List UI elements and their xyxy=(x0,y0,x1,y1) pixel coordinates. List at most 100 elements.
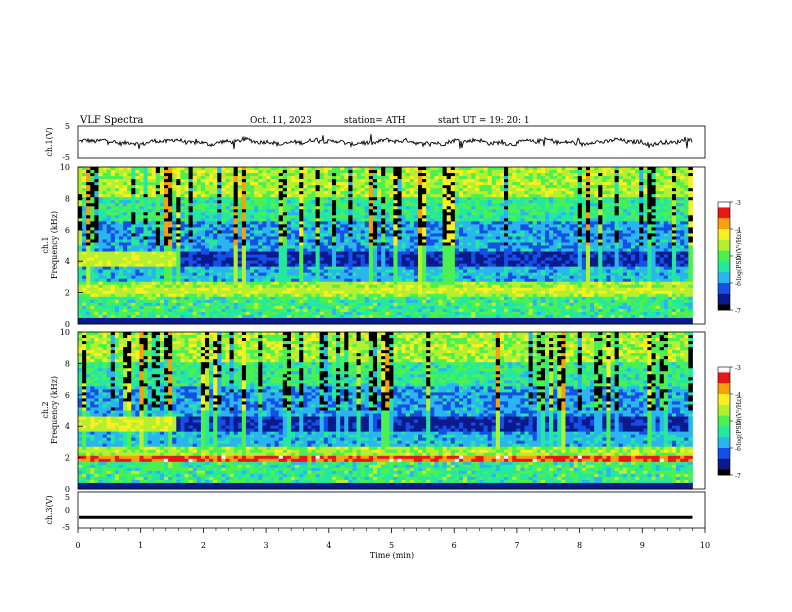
spectrogram-cell xyxy=(237,203,243,207)
spectrogram-cell xyxy=(278,188,284,192)
spectrogram-cell xyxy=(123,296,128,301)
spectrogram-cell xyxy=(450,170,456,174)
spectrogram-cell xyxy=(422,296,427,301)
spectrogram-cell xyxy=(200,212,206,216)
spectrogram-cell xyxy=(233,248,239,252)
spectrogram-cell xyxy=(114,311,120,316)
spectrogram-cell xyxy=(78,293,83,298)
spectrogram-cell xyxy=(159,254,165,258)
spectrogram-cell xyxy=(151,242,157,246)
spectrogram-cell xyxy=(139,227,144,231)
spectrogram-cell xyxy=(442,236,448,240)
spectrogram-cell xyxy=(98,209,103,213)
spectrogram-cell xyxy=(426,182,431,186)
spectrogram-cell xyxy=(446,263,452,268)
spectrogram-cell xyxy=(315,266,321,271)
spectrogram-cell xyxy=(327,308,333,313)
spectrogram-cell xyxy=(291,167,296,171)
spectrogram-cell xyxy=(315,230,321,234)
spectrogram-cell xyxy=(430,230,435,234)
spectrogram-cell xyxy=(356,197,362,201)
spectrogram-cell xyxy=(106,290,112,295)
spectrogram-cell xyxy=(159,197,165,201)
spectrogram-cell xyxy=(127,281,132,286)
spectrogram-cell xyxy=(151,296,157,301)
spectrogram-cell xyxy=(164,230,169,234)
spectrogram-cell xyxy=(258,305,263,310)
spectrogram-cell xyxy=(291,260,296,265)
spectrogram-cell xyxy=(409,311,415,316)
spectrogram-cell xyxy=(102,245,108,249)
spectrogram-cell xyxy=(86,203,91,207)
spectrogram-cell xyxy=(319,308,325,313)
spectrogram-cell xyxy=(315,284,321,289)
spectrogram-cell xyxy=(147,227,153,231)
spectrogram-cell xyxy=(250,317,255,322)
spectrogram-cell xyxy=(282,245,288,249)
spectrogram-cell xyxy=(217,296,222,301)
spectrogram-cell xyxy=(438,242,443,246)
spectrogram-cell xyxy=(311,230,316,234)
spectrogram-cell xyxy=(209,311,214,316)
spectrogram-cell xyxy=(114,320,120,325)
spectrogram-cell xyxy=(90,305,95,310)
spectrogram-cell xyxy=(299,305,304,310)
spectrogram-cell xyxy=(340,281,345,286)
spectrogram-cell xyxy=(131,317,136,322)
spectrogram-cell xyxy=(299,188,304,192)
spectrogram-cell xyxy=(422,305,427,310)
spectrogram-cell xyxy=(118,170,124,174)
spectrogram-cell xyxy=(278,197,284,201)
spectrogram-cell xyxy=(418,275,423,280)
spectrogram-cell xyxy=(295,278,300,283)
spectrogram-cell xyxy=(233,272,239,277)
spectrogram-cell xyxy=(393,296,398,301)
spectrogram-cell xyxy=(78,305,83,310)
spectrogram-cell xyxy=(467,212,472,216)
spectrogram-cell xyxy=(364,272,370,277)
spectrogram-cell xyxy=(131,275,136,280)
spectrogram-cell xyxy=(393,173,398,177)
spectrogram-cell xyxy=(94,185,99,189)
spectrogram-cell xyxy=(204,269,210,274)
spectrogram-cell xyxy=(348,305,353,310)
spectrogram-cell xyxy=(221,179,226,183)
spectrogram-cell xyxy=(348,203,353,207)
spectrogram-cell xyxy=(233,266,239,271)
spectrogram-cell xyxy=(458,224,464,228)
spectrogram-cell xyxy=(282,311,288,316)
spectrogram-cell xyxy=(102,251,108,255)
spectrogram-cell xyxy=(102,230,108,234)
spectrogram-cell xyxy=(442,233,448,237)
spectrogram-cell xyxy=(393,185,398,189)
spectrogram-cell xyxy=(200,248,206,252)
spectrogram-cell xyxy=(168,245,173,249)
spectrogram-cell xyxy=(245,284,251,289)
spectrogram-cell xyxy=(307,290,312,295)
spectrogram-cell xyxy=(159,173,165,177)
spectrogram-cell xyxy=(225,245,230,249)
spectrogram-cell xyxy=(467,188,472,192)
spectrogram-cell xyxy=(90,314,95,319)
spectrogram-cell xyxy=(307,302,312,307)
spectrogram-cell xyxy=(139,224,144,228)
spectrogram-cell xyxy=(225,179,230,183)
spectrogram-cell xyxy=(192,293,198,298)
spectrogram-cell xyxy=(401,275,407,280)
spectrogram-cell xyxy=(311,290,316,295)
spectrogram-cell xyxy=(192,287,198,292)
spectrogram-cell xyxy=(331,314,337,319)
spectrogram-cell xyxy=(364,215,370,219)
spectrogram-cell xyxy=(372,260,378,265)
spectrogram-cell xyxy=(303,209,308,213)
spectrogram-cell xyxy=(114,281,120,286)
spectrogram-cell xyxy=(364,296,370,301)
spectrogram-cell xyxy=(426,209,431,213)
spectrogram-cell xyxy=(180,299,185,304)
spectrogram-cell xyxy=(217,215,222,219)
spectrogram-cell xyxy=(213,233,218,237)
spectrogram-cell xyxy=(377,191,382,195)
spectrogram-cell xyxy=(131,314,136,319)
spectrogram-cell xyxy=(188,221,194,225)
spectrogram-cell xyxy=(192,281,198,286)
